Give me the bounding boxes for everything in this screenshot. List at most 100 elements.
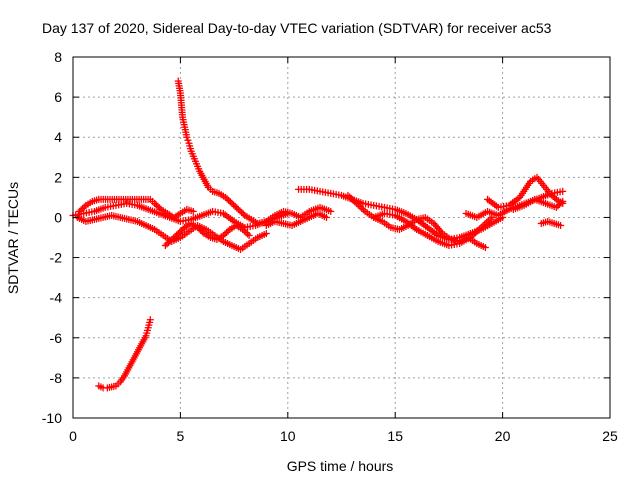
data-point bbox=[245, 231, 253, 239]
data-point bbox=[358, 204, 366, 212]
data-point bbox=[231, 202, 239, 210]
data-point bbox=[169, 234, 177, 242]
y-tick-label: 0 bbox=[54, 209, 62, 225]
data-point bbox=[557, 199, 565, 207]
y-tick-label: -10 bbox=[42, 410, 62, 426]
data-point bbox=[551, 194, 559, 202]
data-point bbox=[556, 200, 564, 208]
y-tick-label: -6 bbox=[50, 330, 63, 346]
data-point bbox=[184, 136, 192, 144]
data-point bbox=[239, 225, 247, 233]
data-point bbox=[238, 208, 246, 216]
data-point bbox=[244, 230, 252, 238]
data-point bbox=[174, 229, 182, 237]
data-point bbox=[173, 231, 181, 239]
series-markers bbox=[509, 195, 567, 213]
y-tick-label: 2 bbox=[54, 169, 62, 185]
y-tick-label: -8 bbox=[50, 370, 63, 386]
data-point bbox=[234, 205, 242, 213]
data-point bbox=[154, 202, 162, 210]
data-point bbox=[554, 202, 562, 210]
data-point bbox=[198, 228, 206, 236]
data-point bbox=[146, 316, 154, 324]
data-point bbox=[559, 197, 567, 205]
data-point bbox=[486, 215, 494, 223]
data-point bbox=[239, 210, 247, 218]
data-point bbox=[75, 207, 83, 215]
data-point bbox=[242, 228, 250, 236]
data-point bbox=[223, 228, 231, 236]
data-point bbox=[225, 196, 233, 204]
axis-ticks: 0 5 10 15 20 25 -10 -8 -6 -4 -2 0 2 4 6 8 bbox=[42, 49, 618, 444]
series-markers bbox=[537, 217, 565, 229]
y-tick-label: 4 bbox=[54, 129, 62, 145]
data-point bbox=[177, 226, 185, 234]
plot-frame bbox=[72, 56, 611, 419]
data-point bbox=[552, 203, 560, 211]
data-point bbox=[262, 229, 270, 237]
data-point bbox=[197, 226, 205, 234]
data-point bbox=[165, 239, 173, 247]
y-tick-label: -4 bbox=[50, 290, 63, 306]
data-point bbox=[222, 193, 230, 201]
data-point bbox=[221, 230, 229, 238]
x-tick-label: 10 bbox=[280, 428, 296, 444]
series-markers bbox=[174, 77, 335, 227]
data-point bbox=[79, 204, 87, 212]
y-tick-label: 6 bbox=[54, 89, 62, 105]
x-tick-label: 20 bbox=[495, 428, 511, 444]
x-tick-label: 15 bbox=[387, 428, 403, 444]
data-point bbox=[219, 231, 227, 239]
y-tick-label: 8 bbox=[54, 49, 62, 65]
data-point bbox=[163, 240, 171, 248]
series-markers bbox=[161, 219, 253, 250]
x-tick-label: 5 bbox=[177, 428, 185, 444]
data-point bbox=[151, 199, 159, 207]
data-point bbox=[437, 228, 445, 236]
data-point bbox=[155, 204, 163, 212]
data-point bbox=[171, 232, 179, 240]
data-point bbox=[557, 221, 565, 229]
series-markers bbox=[484, 173, 567, 211]
grid bbox=[73, 57, 610, 418]
data-point bbox=[166, 237, 174, 245]
data-point bbox=[547, 191, 555, 199]
data-point bbox=[322, 213, 330, 221]
y-tick-label: -2 bbox=[50, 250, 63, 266]
data-point bbox=[152, 201, 160, 209]
data-point bbox=[189, 207, 197, 215]
data-point bbox=[226, 198, 234, 206]
series-markers bbox=[69, 199, 292, 231]
series-markers bbox=[370, 209, 496, 250]
data-point bbox=[546, 189, 554, 197]
series-markers bbox=[75, 195, 197, 221]
data-point bbox=[223, 195, 231, 203]
x-tick-label: 25 bbox=[602, 428, 618, 444]
series-markers bbox=[262, 209, 330, 229]
data-points bbox=[69, 77, 567, 392]
data-point bbox=[559, 187, 567, 195]
data-point bbox=[230, 201, 238, 209]
data-point bbox=[176, 228, 184, 236]
y-axis-label: SDTVAR / TECUs bbox=[5, 182, 21, 294]
data-point bbox=[481, 244, 489, 252]
data-point bbox=[549, 192, 557, 200]
data-point bbox=[194, 223, 202, 231]
data-point bbox=[327, 207, 335, 215]
series-markers bbox=[73, 211, 270, 254]
x-axis-label: GPS time / hours bbox=[287, 458, 394, 474]
data-point bbox=[195, 225, 203, 233]
data-point bbox=[183, 133, 191, 141]
data-point bbox=[240, 227, 248, 235]
data-point bbox=[228, 199, 236, 207]
data-point bbox=[233, 204, 241, 212]
data-point bbox=[168, 236, 176, 244]
data-point bbox=[224, 227, 232, 235]
data-point bbox=[80, 203, 88, 211]
data-point bbox=[284, 209, 292, 217]
data-point bbox=[179, 225, 187, 233]
series-markers bbox=[95, 316, 154, 392]
x-tick-label: 0 bbox=[69, 428, 77, 444]
chart-title: Day 137 of 2020, Sidereal Day-to-day VTE… bbox=[42, 20, 552, 36]
